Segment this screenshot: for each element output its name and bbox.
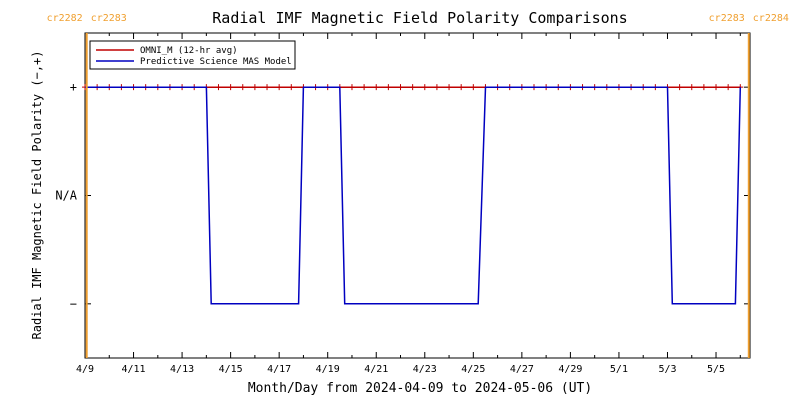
x-tick-label: 4/19 [316,364,340,375]
series-point-0 [348,84,355,91]
series-point-0 [227,84,234,91]
series-point-0 [361,84,368,91]
series-point-0 [458,84,465,91]
x-tick-label: 4/21 [364,364,388,375]
series-point-0 [239,84,246,91]
x-tick-label: 5/3 [658,364,676,375]
series-point-0 [470,84,477,91]
series-point-0 [397,84,404,91]
series-point-0 [421,84,428,91]
plot-frame [84,32,751,359]
carrington-label-left: cr2283 [709,13,745,24]
series-point-0 [409,84,416,91]
series-point-0 [373,84,380,91]
y-axis-label: Radial IMF Magnetic Field Polarity (−,+) [30,51,44,340]
series-point-0 [688,84,695,91]
series-point-0 [276,84,283,91]
x-tick-label: 4/29 [558,364,582,375]
series-point-0 [251,84,258,91]
y-tick-label: − [70,297,77,311]
x-tick-label: 4/9 [76,364,94,375]
series-line-1 [85,86,742,305]
x-tick-label: 5/5 [707,364,725,375]
series-point-0 [725,84,732,91]
series-point-0 [446,84,453,91]
series-point-0 [700,84,707,91]
x-tick-label: 4/17 [267,364,291,375]
x-tick-label: 5/1 [610,364,628,375]
x-tick-label: 4/11 [121,364,145,375]
carrington-label-right: cr2283 [91,13,127,24]
series-point-0 [215,84,222,91]
y-tick-label: + [70,80,77,94]
data-series [82,84,744,305]
legend-entry: Predictive Science MAS Model [140,57,292,67]
x-axis-label: Month/Day from 2024-04-09 to 2024-05-06 … [248,381,592,396]
y-tick-label: N/A [55,189,77,203]
legend: OMNI_M (12-hr avg)Predictive Science MAS… [89,40,296,70]
series-point-0 [676,84,683,91]
series-point-0 [385,84,392,91]
x-tick-label: 4/27 [510,364,534,375]
carrington-label-right: cr2284 [753,13,789,24]
x-tick-label: 4/25 [461,364,485,375]
series-point-0 [288,84,295,91]
legend-entry: OMNI_M (12-hr avg) [140,46,238,56]
x-tick-label: 4/15 [219,364,243,375]
x-tick-label: 4/23 [413,364,437,375]
chart-title: Radial IMF Magnetic Field Polarity Compa… [212,9,627,27]
carrington-markers: cr2282 cr2283 cr2283 cr2284 [47,13,789,358]
series-point-0 [433,84,440,91]
axis-ticks: + N/A − 4/9 4/11 4/13 4/15 4/17 4/19 4/21 4/23 4/25… [55,33,750,375]
series-point-0 [264,84,271,91]
legend-box [89,40,296,70]
carrington-label-left: cr2282 [47,13,83,24]
plot-border [84,32,751,359]
series-point-0 [713,84,720,91]
x-tick-label: 4/13 [170,364,194,375]
